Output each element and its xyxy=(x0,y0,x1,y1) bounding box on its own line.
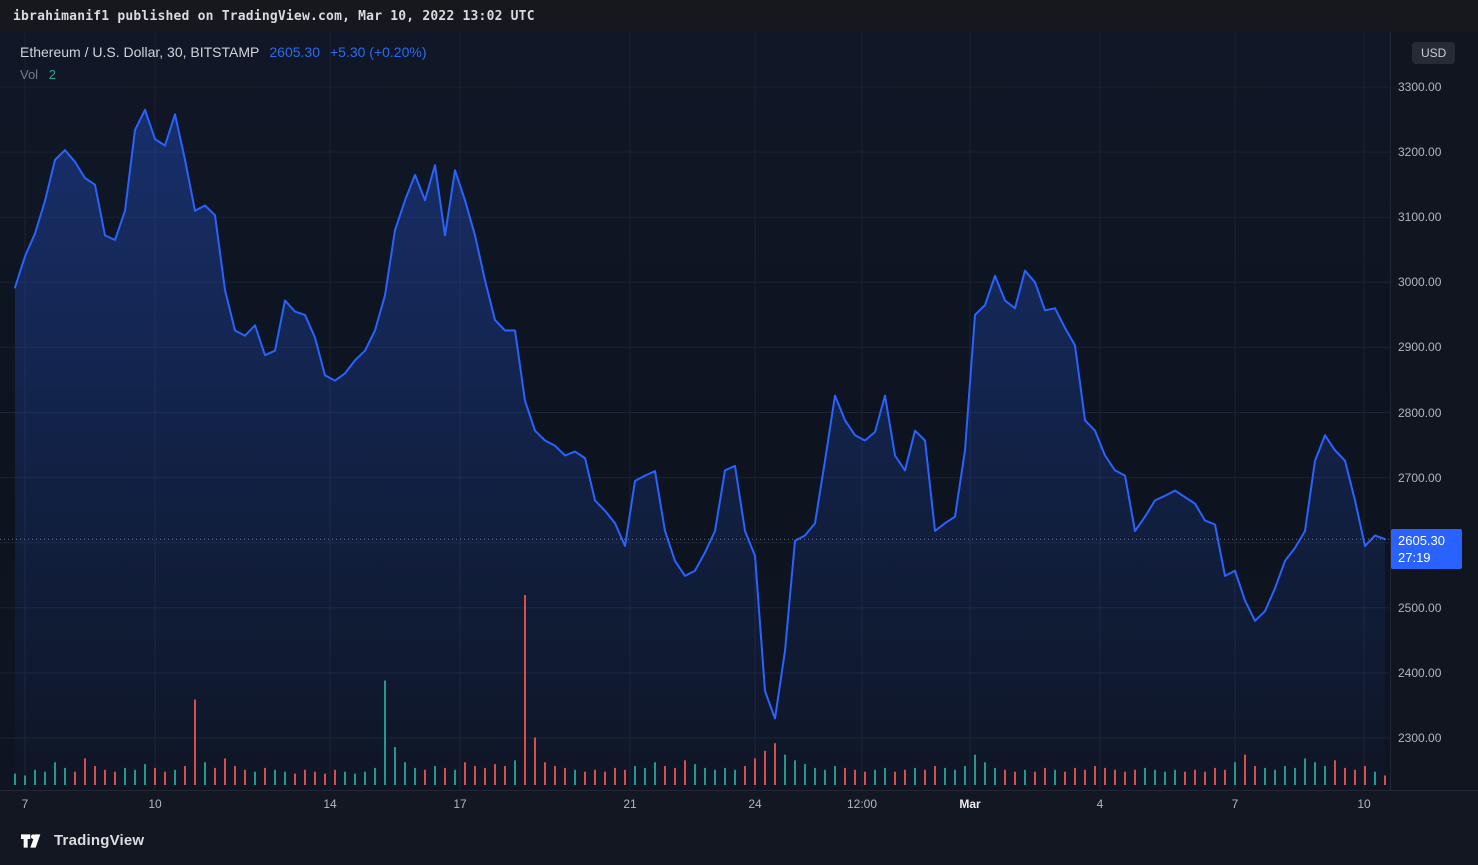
price-change-value: +5.30 (+0.20%) xyxy=(329,44,427,60)
time-tick-label: 4 xyxy=(1096,797,1104,811)
price-scale[interactable]: USD 3300.00 3200.00 3100.00 3000.00 2900.00 2… xyxy=(1390,32,1478,790)
last-price-value: 2605.30 xyxy=(269,44,320,60)
tradingview-wordmark[interactable]: TradingView xyxy=(54,832,145,849)
price-tick-label: 3300.00 xyxy=(1398,80,1442,94)
symbol-title[interactable]: Ethereum / U.S. Dollar, 30, BITSTAMP xyxy=(20,44,260,60)
time-tick-label: 12:00 xyxy=(846,797,878,811)
chart-legend: Ethereum / U.S. Dollar, 30, BITSTAMP 260… xyxy=(20,44,427,82)
time-tick-label: 10 xyxy=(148,797,162,811)
current-price-badge: 2605.30 27:19 xyxy=(1391,529,1462,570)
published-byline: ibrahimanif1 published on TradingView.co… xyxy=(13,8,535,24)
price-chart-canvas[interactable] xyxy=(0,32,1390,790)
chart-pane[interactable]: Ethereum / U.S. Dollar, 30, BITSTAMP 260… xyxy=(0,32,1478,790)
price-tick-label: 2900.00 xyxy=(1398,340,1442,355)
price-tick-label: 3000.00 xyxy=(1398,275,1442,290)
price-tick-label: 2800.00 xyxy=(1398,405,1442,420)
price-tick-label: 2700.00 xyxy=(1398,470,1442,485)
tradingview-logo-icon[interactable] xyxy=(21,831,45,851)
current-price-text: 2605.30 xyxy=(1398,533,1445,549)
time-tick-label: 21 xyxy=(623,797,637,811)
time-tick-label: 24 xyxy=(748,797,762,811)
time-tick-label: Mar xyxy=(959,797,981,811)
bar-countdown-text: 27:19 xyxy=(1398,550,1431,566)
time-tick-label: 7 xyxy=(21,797,29,811)
price-tick-label: 2300.00 xyxy=(1398,731,1442,745)
time-axis[interactable]: 7 10 14 17 21 24 12:00 Mar 4 7 10 xyxy=(0,790,1478,816)
volume-label[interactable]: Vol xyxy=(20,67,39,82)
price-tick-label: 2400.00 xyxy=(1398,665,1442,680)
currency-toggle-badge[interactable]: USD xyxy=(1412,42,1456,64)
volume-value: 2 xyxy=(48,67,56,82)
time-tick-label: 7 xyxy=(1231,797,1239,811)
footer: TradingView xyxy=(0,816,1478,865)
price-tick-label: 3200.00 xyxy=(1398,145,1442,160)
time-tick-label: 10 xyxy=(1357,797,1371,811)
price-tick-label: 2500.00 xyxy=(1398,600,1442,615)
time-tick-label: 14 xyxy=(323,797,337,811)
published-topbar: ibrahimanif1 published on TradingView.co… xyxy=(0,0,1478,32)
time-tick-label: 17 xyxy=(453,797,467,811)
price-tick-label: 3100.00 xyxy=(1398,210,1442,225)
